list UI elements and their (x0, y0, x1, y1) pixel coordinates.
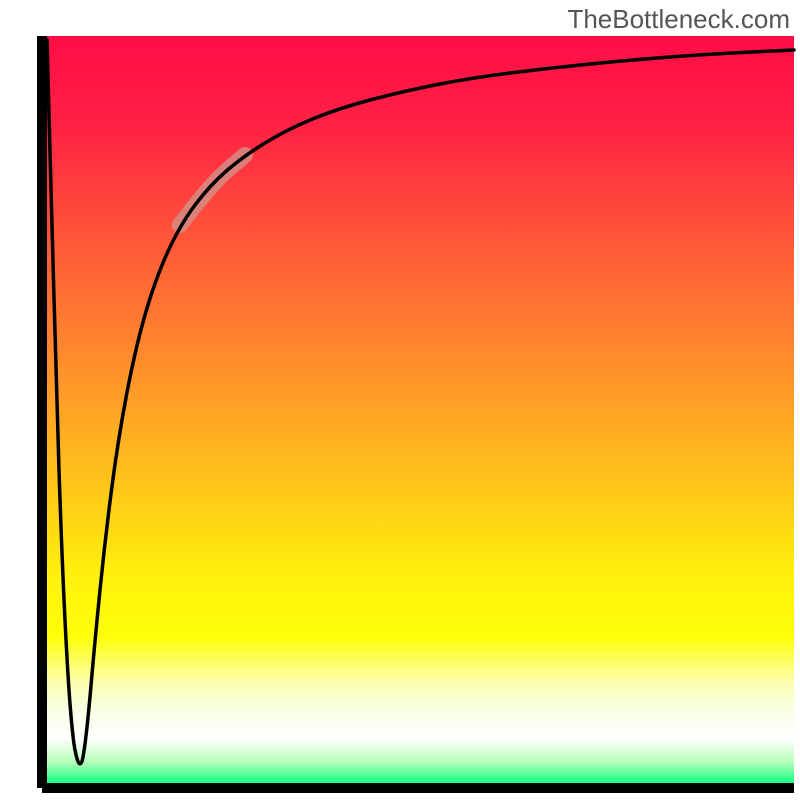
watermark-text: TheBottleneck.com (567, 4, 790, 35)
chart-background (42, 36, 794, 788)
chart-container: TheBottleneck.com (0, 0, 800, 800)
bottleneck-chart (0, 0, 800, 800)
